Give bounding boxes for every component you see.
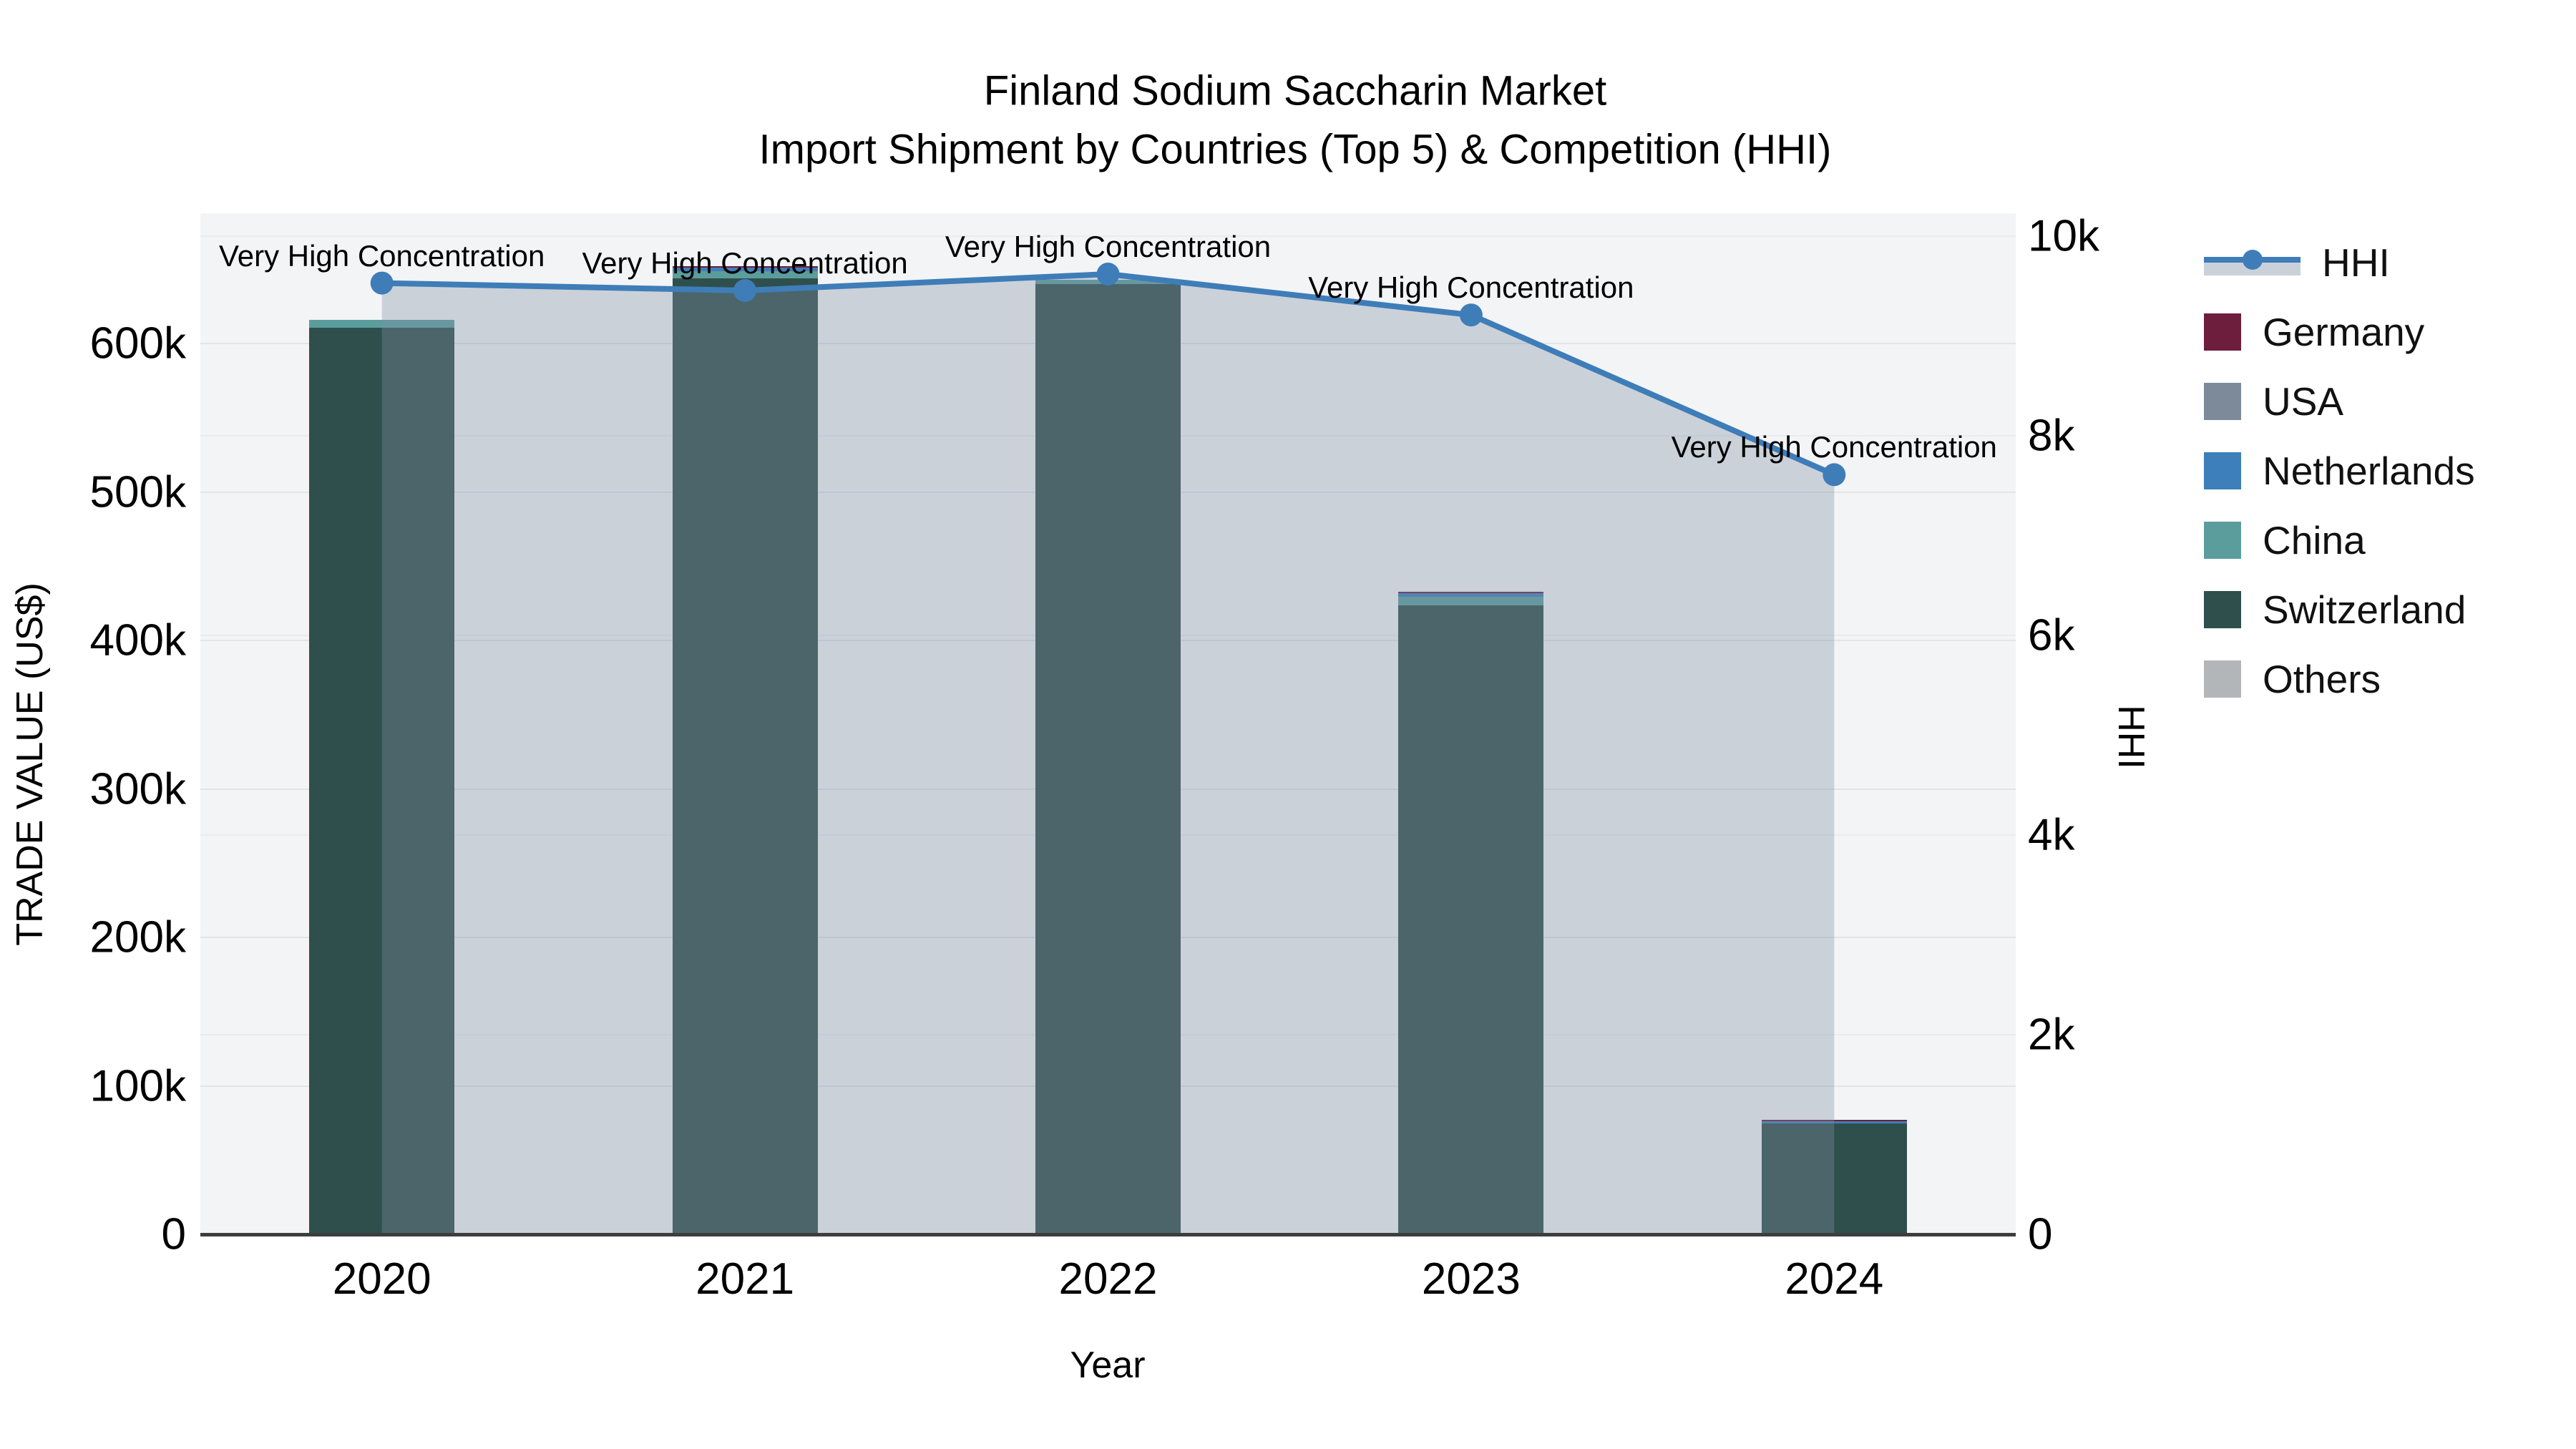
legend-item-switzerland[interactable]: Switzerland xyxy=(2204,575,2475,644)
legend-swatch-usa xyxy=(2204,382,2241,420)
hhi-line-swatch-icon xyxy=(2204,248,2301,277)
bar-segment-netherlands[interactable] xyxy=(1398,593,1544,597)
plot-area xyxy=(200,213,2016,1234)
legend-item-netherlands[interactable]: Netherlands xyxy=(2204,436,2475,505)
legend-item-hhi[interactable]: HHI xyxy=(2204,228,2475,297)
x-tick-label: 2020 xyxy=(332,1254,431,1304)
bar-segment-switzerland[interactable] xyxy=(1761,1123,1907,1234)
legend-item-china[interactable]: China xyxy=(2204,505,2475,575)
legend-label: China xyxy=(2263,517,2366,562)
y-right-tick-label: 4k xyxy=(2028,810,2075,860)
annotation: Very High Concentration xyxy=(1671,430,1997,464)
bar-segment-china[interactable] xyxy=(1035,279,1181,284)
bar-segment-china[interactable] xyxy=(309,319,455,328)
y-left-tick-label: 500k xyxy=(89,467,186,517)
y-right-tick-label: 0 xyxy=(2028,1209,2053,1259)
x-tick-label: 2021 xyxy=(696,1254,795,1304)
legend: HHI Germany USA Netherlands China Switzerland… xyxy=(2204,228,2475,713)
y-left-tick-label: 600k xyxy=(89,318,186,369)
legend-swatch-netherlands xyxy=(2204,452,2241,489)
annotation: Very High Concentration xyxy=(582,246,908,280)
bar-segment-china[interactable] xyxy=(1398,596,1544,605)
bar-segment-switzerland[interactable] xyxy=(1035,284,1181,1234)
y-left-tick-label: 200k xyxy=(89,912,186,962)
y-left-tick-label: 300k xyxy=(89,764,186,814)
x-tick-label: 2024 xyxy=(1785,1254,1884,1304)
legend-item-germany[interactable]: Germany xyxy=(2204,297,2475,366)
bar-segment-switzerland[interactable] xyxy=(309,327,455,1234)
bar-segment-netherlands[interactable] xyxy=(1761,1121,1907,1123)
legend-swatch-germany xyxy=(2204,313,2241,351)
y-right-tick-label: 10k xyxy=(2028,211,2099,261)
legend-label: HHI xyxy=(2322,240,2390,285)
bar-segment-germany[interactable] xyxy=(1398,591,1544,593)
legend-item-others[interactable]: Others xyxy=(2204,644,2475,713)
bar-segment-germany[interactable] xyxy=(1761,1120,1907,1122)
chart-title-line1: Finland Sodium Saccharin Market xyxy=(983,67,1607,114)
bar-segment-netherlands[interactable] xyxy=(672,268,818,271)
y-right-tick-label: 6k xyxy=(2028,610,2075,660)
legend-swatch-switzerland xyxy=(2204,590,2241,628)
y-right-tick-label: 8k xyxy=(2028,411,2075,461)
legend-item-usa[interactable]: USA xyxy=(2204,366,2475,436)
x-tick-label: 2023 xyxy=(1421,1254,1521,1304)
legend-label: Others xyxy=(2263,656,2381,701)
y-right-tick-label: 2k xyxy=(2028,1010,2075,1060)
legend-label: Germany xyxy=(2263,309,2425,354)
legend-label: USA xyxy=(2263,379,2344,424)
bar-segment-switzerland[interactable] xyxy=(1398,605,1544,1234)
hhi-marker-swatch xyxy=(2242,249,2263,270)
legend-swatch-china xyxy=(2204,521,2241,559)
y-left-tick-label: 0 xyxy=(161,1209,186,1259)
bar-segment-switzerland[interactable] xyxy=(672,278,818,1234)
y-left-tick-label: 400k xyxy=(89,615,186,665)
y-left-tick-label: 100k xyxy=(89,1061,186,1111)
axis-title-y-right: HHI xyxy=(2110,705,2152,769)
annotation: Very High Concentration xyxy=(219,238,545,273)
x-axis-line xyxy=(200,1233,2016,1236)
chart-title-line2: Import Shipment by Countries (Top 5) & C… xyxy=(758,126,1832,173)
legend-swatch-others xyxy=(2204,660,2241,698)
gridline-y-right xyxy=(200,235,2016,237)
legend-label: Switzerland xyxy=(2263,587,2467,632)
axis-title-x: Year xyxy=(1070,1345,1146,1386)
annotation: Very High Concentration xyxy=(1308,270,1634,305)
legend-label: Netherlands xyxy=(2263,448,2475,493)
x-tick-label: 2022 xyxy=(1058,1254,1158,1304)
bar-segment-germany[interactable] xyxy=(672,266,818,268)
annotation: Very High Concentration xyxy=(945,230,1272,263)
